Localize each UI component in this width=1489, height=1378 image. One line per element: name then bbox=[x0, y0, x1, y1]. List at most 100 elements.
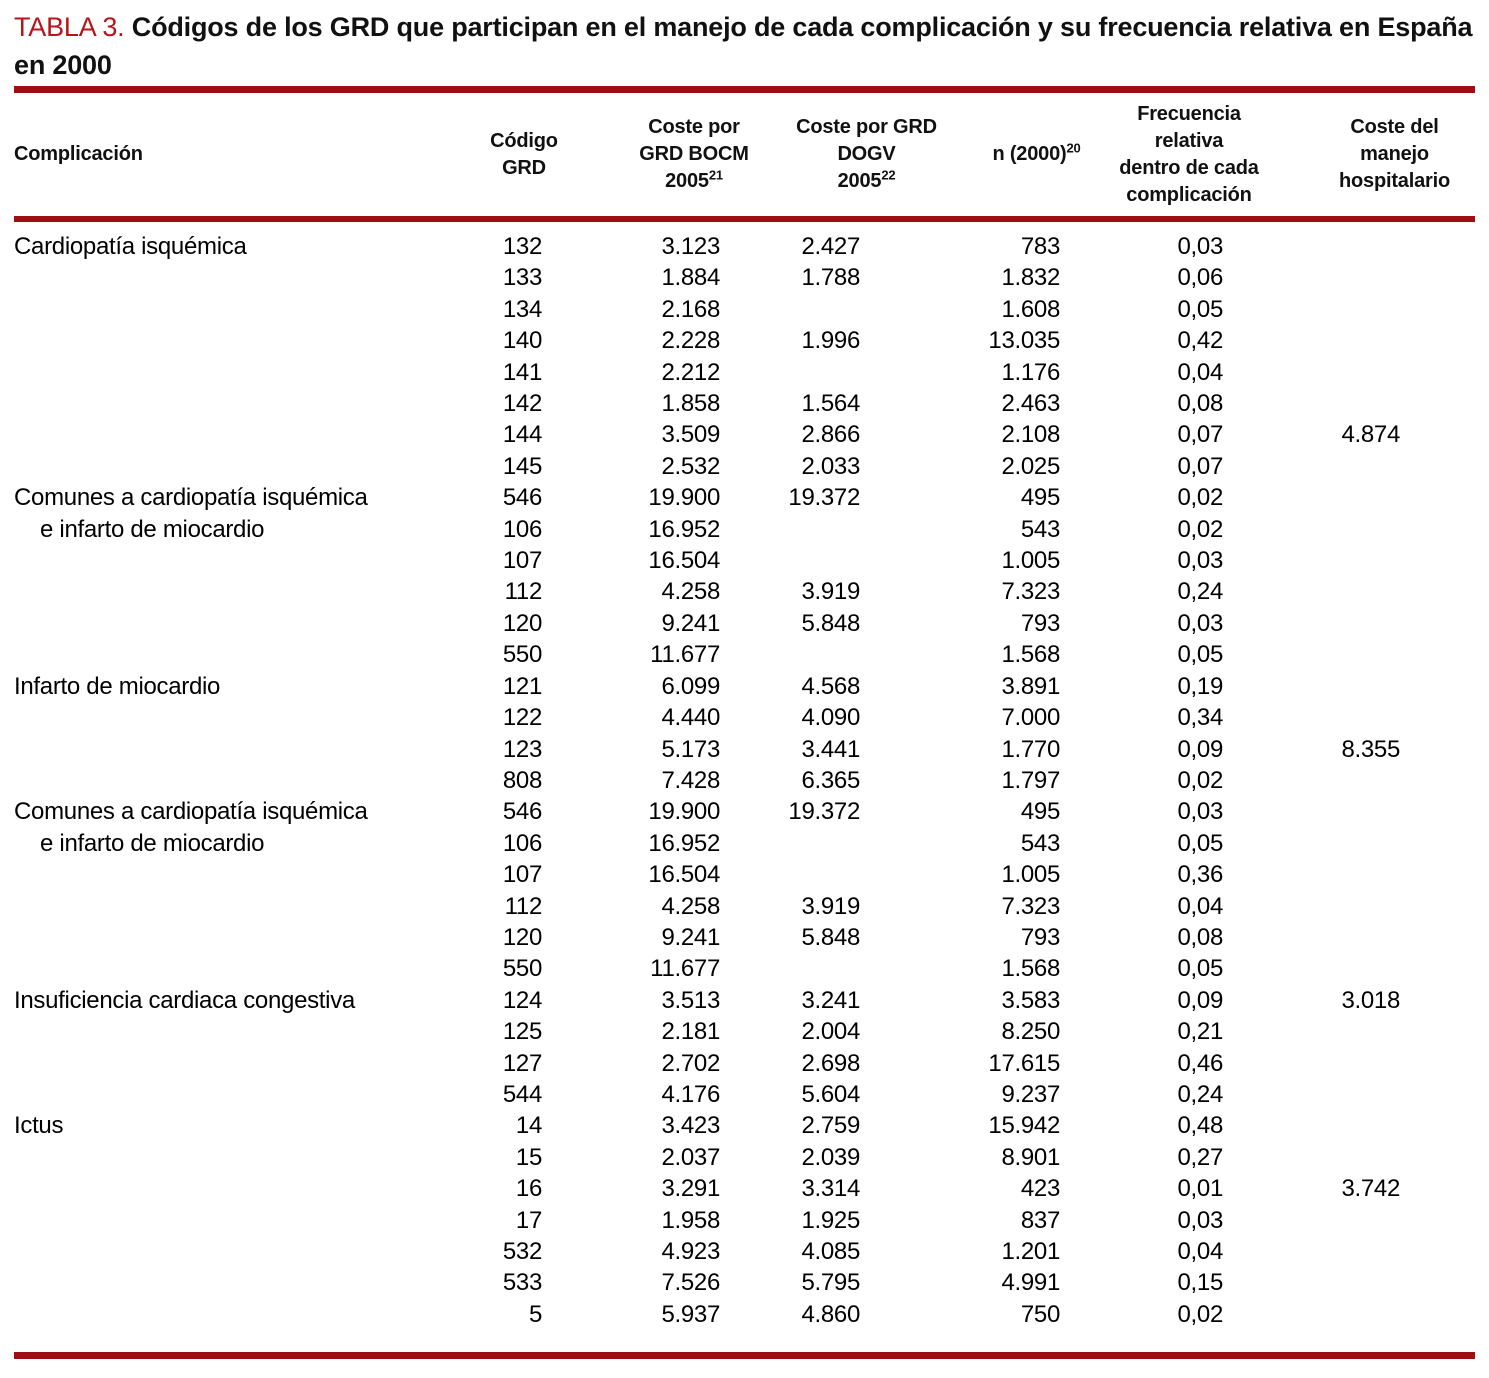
cell-codigo-grd: 533 bbox=[502, 1269, 542, 1297]
cell-coste-manejo bbox=[1244, 325, 1475, 356]
cell-n-2000: 1.568 bbox=[1001, 641, 1060, 669]
table-row: Comunes a cardiopatía isquémica 546 19.9… bbox=[14, 796, 1475, 827]
table-row: 16 3.291 3.314 423 0,01 3.742 bbox=[14, 1173, 1475, 1204]
cell-codigo-grd: 16 bbox=[515, 1175, 542, 1203]
cell-coste-dogv bbox=[764, 859, 919, 890]
table-row: e infarto de miocardio 106 16.952 543 0,… bbox=[14, 828, 1475, 859]
header-label: Coste por GRD BOCM 2005 bbox=[639, 116, 749, 192]
cell-codigo-grd: 112 bbox=[504, 578, 543, 606]
cell-coste-manejo bbox=[1244, 357, 1475, 388]
cell-n-2000: 3.583 bbox=[1001, 986, 1060, 1014]
cell-n-2000: 7.323 bbox=[1001, 578, 1060, 606]
cell-coste-manejo bbox=[1244, 859, 1475, 890]
cell-coste-manejo bbox=[1244, 576, 1475, 607]
cell-codigo-grd: 550 bbox=[502, 955, 542, 983]
cell-coste-bocm: 4.440 bbox=[661, 704, 720, 732]
header-superscript: 20 bbox=[1066, 140, 1081, 156]
cell-n-2000: 2.108 bbox=[1001, 421, 1060, 449]
cell-coste-bocm: 2.702 bbox=[661, 1049, 720, 1077]
cell-frecuencia: 0,04 bbox=[1177, 892, 1223, 920]
cell-frecuencia: 0,03 bbox=[1177, 609, 1223, 637]
cell-frecuencia: 0,15 bbox=[1177, 1269, 1223, 1297]
cell-complicacion bbox=[14, 922, 464, 953]
cell-codigo-grd: 142 bbox=[502, 390, 542, 418]
table-row: 5 5.937 4.860 750 0,02 bbox=[14, 1299, 1475, 1330]
cell-codigo-grd: 107 bbox=[502, 547, 542, 575]
cell-complicacion bbox=[14, 545, 464, 576]
cell-n-2000: 8.250 bbox=[1001, 1018, 1060, 1046]
cell-coste-dogv: 2.427 bbox=[801, 233, 860, 260]
cell-coste-manejo bbox=[1244, 639, 1475, 670]
cell-coste-dogv: 19.372 bbox=[788, 798, 860, 826]
table-row: Infarto de miocardio 121 6.099 4.568 3.8… bbox=[14, 671, 1475, 702]
cell-coste-bocm: 16.952 bbox=[648, 829, 720, 857]
cell-codigo-grd: 144 bbox=[502, 421, 542, 449]
cell-coste-manejo bbox=[1244, 1299, 1475, 1330]
cell-n-2000: 1.176 bbox=[1001, 358, 1060, 386]
table-row: 544 4.176 5.604 9.237 0,24 bbox=[14, 1079, 1475, 1110]
cell-codigo-grd: 550 bbox=[502, 641, 542, 669]
cell-coste-dogv: 6.365 bbox=[801, 766, 860, 794]
cell-complicacion bbox=[14, 1205, 464, 1236]
cell-coste-manejo bbox=[1244, 1142, 1475, 1173]
cell-coste-manejo bbox=[1244, 1267, 1475, 1298]
header-coste-grd-dogv: Coste por GRD DOGV 200522 bbox=[764, 93, 937, 222]
cell-coste-bocm: 11.677 bbox=[650, 955, 720, 983]
cell-coste-bocm: 2.228 bbox=[661, 327, 720, 355]
cell-coste-manejo bbox=[1244, 262, 1475, 293]
table-row: 125 2.181 2.004 8.250 0,21 bbox=[14, 1016, 1475, 1047]
cell-coste-manejo bbox=[1244, 922, 1475, 953]
cell-coste-bocm: 1.958 bbox=[661, 1206, 720, 1234]
cell-codigo-grd: 134 bbox=[502, 295, 542, 323]
table-row: 112 4.258 3.919 7.323 0,04 bbox=[14, 891, 1475, 922]
cell-coste-dogv bbox=[764, 545, 919, 576]
table-row: Cardiopatía isquémica 132 3.123 2.427 78… bbox=[14, 219, 1475, 262]
table-row: 142 1.858 1.564 2.463 0,08 bbox=[14, 388, 1475, 419]
cell-coste-manejo: 8.355 bbox=[1341, 735, 1400, 763]
cell-coste-dogv: 1.925 bbox=[801, 1206, 860, 1234]
cell-coste-dogv: 1.996 bbox=[801, 327, 860, 355]
cell-coste-manejo bbox=[1244, 1048, 1475, 1079]
cell-codigo-grd: 140 bbox=[502, 327, 542, 355]
cell-complicacion bbox=[14, 765, 464, 796]
cell-coste-bocm: 11.677 bbox=[650, 641, 720, 669]
cell-coste-dogv: 3.241 bbox=[801, 986, 860, 1014]
cell-frecuencia: 0,19 bbox=[1177, 672, 1223, 700]
cell-n-2000: 7.000 bbox=[1001, 704, 1060, 732]
cell-frecuencia: 0,42 bbox=[1177, 327, 1223, 355]
cell-codigo-grd: 133 bbox=[502, 264, 542, 292]
cell-coste-dogv: 5.795 bbox=[801, 1269, 860, 1297]
cell-codigo-grd: 106 bbox=[502, 515, 542, 543]
cell-codigo-grd: 112 bbox=[504, 892, 543, 920]
cell-frecuencia: 0,03 bbox=[1177, 1206, 1223, 1234]
cell-complicacion: Cardiopatía isquémica bbox=[14, 233, 247, 260]
cell-n-2000: 9.237 bbox=[1001, 1080, 1060, 1108]
cell-coste-dogv: 1.788 bbox=[801, 264, 860, 292]
cell-complicacion bbox=[14, 639, 464, 670]
cell-complicacion bbox=[14, 419, 464, 450]
cell-complicacion bbox=[14, 1079, 464, 1110]
cell-coste-bocm: 4.258 bbox=[661, 578, 720, 606]
cell-codigo-grd: 122 bbox=[502, 704, 542, 732]
cell-complicacion bbox=[14, 388, 464, 419]
table-row: 141 2.212 1.176 0,04 bbox=[14, 357, 1475, 388]
cell-codigo-grd: 546 bbox=[502, 484, 542, 512]
cell-coste-dogv: 3.314 bbox=[801, 1175, 860, 1203]
cell-frecuencia: 0,03 bbox=[1177, 233, 1223, 260]
header-frecuencia-relativa: Frecuencia relativa dentro de cada compl… bbox=[1094, 93, 1259, 222]
cell-codigo-grd: 120 bbox=[502, 609, 542, 637]
table-row: e infarto de miocardio 106 16.952 543 0,… bbox=[14, 514, 1475, 545]
header-complicacion: Complicación bbox=[14, 93, 464, 222]
cell-n-2000: 750 bbox=[1020, 1300, 1060, 1328]
table-row: 107 16.504 1.005 0,03 bbox=[14, 545, 1475, 576]
table-row: 17 1.958 1.925 837 0,03 bbox=[14, 1205, 1475, 1236]
cell-coste-dogv: 3.441 bbox=[801, 735, 860, 763]
cell-coste-bocm: 3.291 bbox=[661, 1175, 720, 1203]
cell-complicacion bbox=[14, 1016, 464, 1047]
cell-codigo-grd: 808 bbox=[502, 766, 542, 794]
cell-complicacion bbox=[14, 702, 464, 733]
table-body: Cardiopatía isquémica 132 3.123 2.427 78… bbox=[14, 219, 1475, 1330]
cell-complicacion: Comunes a cardiopatía isquémica bbox=[14, 798, 368, 826]
cell-coste-dogv bbox=[764, 828, 919, 859]
cell-complicacion bbox=[14, 576, 464, 607]
